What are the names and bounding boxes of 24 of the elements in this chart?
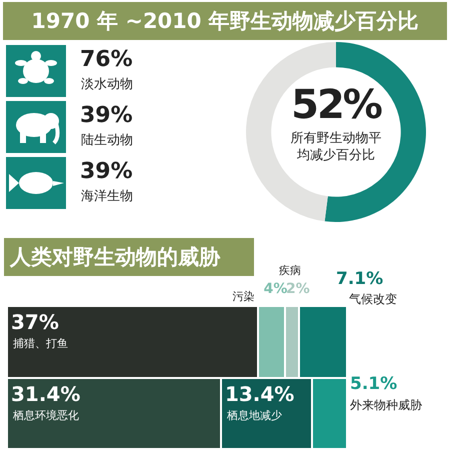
text: 人类对野生动物的威胁 xyxy=(4,238,254,276)
category-label: 陆生动物 xyxy=(81,132,133,149)
data-label: 31.4% xyxy=(11,382,80,406)
text: 1970 年 ~2010 年野生动物减少百分比 xyxy=(3,2,447,40)
data-label: 7.1% xyxy=(336,269,384,289)
text: 所有野生动物平均减少百分比 xyxy=(290,130,382,164)
category-label: 栖息环境恶化 xyxy=(13,408,79,422)
category-label: 外来物种威胁 xyxy=(350,396,422,414)
text: 39% xyxy=(80,103,133,128)
data-label: 5.1% xyxy=(350,374,398,394)
data-label: 37% xyxy=(11,310,59,334)
category-label: 气候改变 xyxy=(349,291,397,308)
category-label: 疾病 xyxy=(279,263,302,278)
category-label: 污染 xyxy=(232,289,255,304)
text: 76% xyxy=(80,47,133,72)
category-label: 海洋生物 xyxy=(81,188,133,205)
data-label: 52% xyxy=(290,82,382,128)
data-label: 2% xyxy=(286,281,310,297)
data-label: 4% xyxy=(264,281,288,297)
category-label: 捕猎、打鱼 xyxy=(13,337,68,351)
text: 39% xyxy=(80,159,133,184)
category-label: 淡水动物 xyxy=(81,76,133,93)
category-label: 栖息地减少 xyxy=(226,408,282,422)
data-label: 13.4% xyxy=(224,382,294,406)
